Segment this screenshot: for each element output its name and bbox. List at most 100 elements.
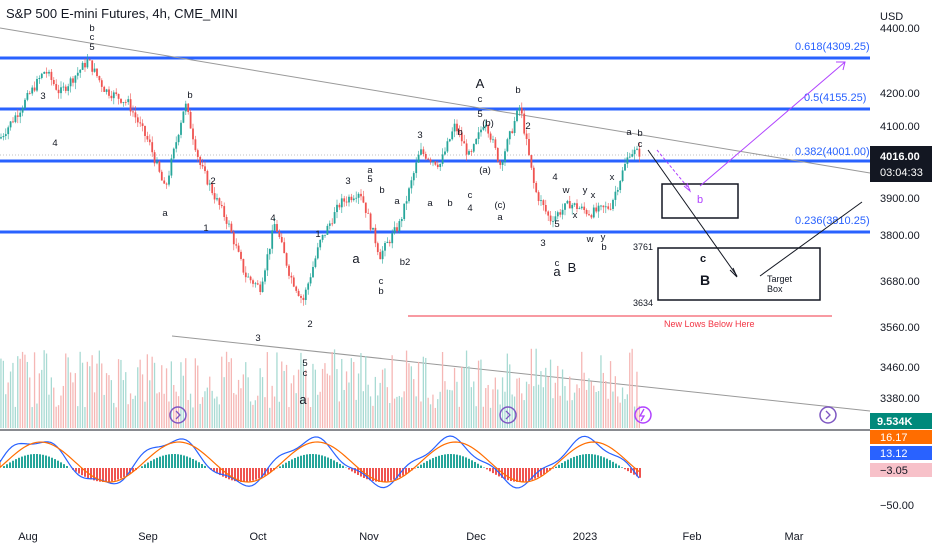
- volume-bar: [545, 367, 547, 428]
- candle-body: [540, 200, 542, 202]
- osc-histogram-bar: [270, 468, 272, 473]
- candle-body: [228, 223, 230, 225]
- candle-body: [427, 158, 430, 160]
- upper-trendline[interactable]: [0, 27, 871, 174]
- volume-bar: [276, 352, 278, 428]
- wave-label: a: [299, 392, 307, 407]
- lightning-icon[interactable]: [634, 406, 652, 424]
- volume-bar: [79, 351, 81, 428]
- candle-body: [72, 78, 74, 83]
- osc-histogram-bar: [243, 468, 245, 482]
- candle-body: [297, 290, 300, 296]
- osc-histogram-bar: [516, 468, 518, 482]
- candle-body: [79, 69, 82, 73]
- candle-body: [364, 202, 367, 213]
- arrow-down-path[interactable]: [647, 149, 738, 277]
- volume-value: 9.534K: [877, 416, 913, 428]
- osc-histogram-bar: [609, 460, 611, 468]
- osc-histogram-bar: [333, 460, 335, 468]
- osc-histogram-bar: [639, 468, 641, 478]
- replay-icon-2[interactable]: [499, 406, 517, 424]
- arrow-up-path[interactable]: [759, 201, 863, 277]
- osc-histogram-bar: [57, 460, 59, 468]
- volume-bar: [17, 356, 19, 428]
- volume-bar: [77, 406, 79, 428]
- osc-histogram-bar: [78, 468, 80, 474]
- replay-icon-1[interactable]: [169, 406, 187, 424]
- candle-body: [384, 242, 386, 251]
- osc-histogram-bar: [582, 454, 584, 468]
- candle-body: [26, 92, 29, 100]
- candle-body: [261, 281, 264, 293]
- x-axis[interactable]: Aug Sep Oct Nov Dec 2023 Feb Mar: [18, 531, 804, 543]
- volume-bar: [501, 377, 504, 428]
- fib-label-382: 0.382(4001.00): [795, 146, 870, 158]
- purple-up-path[interactable]: [699, 61, 846, 187]
- volume-bar: [401, 397, 403, 428]
- osc-histogram-bar: [9, 462, 11, 468]
- candle-body: [55, 84, 58, 90]
- candle-body: [585, 209, 588, 215]
- volume-bar: [384, 368, 386, 428]
- lower-trendline[interactable]: [171, 335, 871, 412]
- osc-tag-3: [870, 463, 932, 477]
- volume-bar: [21, 351, 24, 428]
- candle-body: [415, 162, 418, 174]
- volume-bar: [513, 396, 516, 428]
- purple-down-path[interactable]: [656, 149, 691, 191]
- candle-body: [520, 107, 523, 114]
- volume-bar: [597, 391, 600, 428]
- candle-body: [76, 72, 79, 76]
- osc-histogram-bar: [459, 455, 461, 468]
- candle-body: [590, 215, 593, 218]
- candle-body: [439, 163, 442, 168]
- volume-bar: [261, 377, 264, 428]
- volume-bar: [24, 354, 26, 428]
- candle-body: [561, 209, 564, 215]
- candle-body: [499, 161, 502, 165]
- target-box[interactable]: [657, 247, 821, 301]
- volume-bar: [67, 357, 69, 428]
- volume-bar: [257, 395, 259, 428]
- candle-body: [218, 198, 221, 205]
- osc-histogram-bar: [234, 468, 236, 482]
- volume-bar: [357, 373, 360, 428]
- candle-body: [196, 150, 199, 157]
- volume-bar: [427, 397, 429, 428]
- purple-up-head: [836, 61, 846, 71]
- candle-body: [302, 297, 305, 301]
- candle-body: [494, 139, 497, 148]
- wave-label: b: [447, 198, 452, 209]
- candle-body: [132, 111, 134, 113]
- candle-body: [273, 224, 276, 231]
- osc-histogram-bar: [153, 459, 155, 468]
- osc-histogram-bar: [132, 468, 134, 472]
- wave-label: 5: [302, 358, 307, 369]
- candle-body: [453, 123, 456, 132]
- candle-body: [482, 127, 485, 130]
- replay-icon-3[interactable]: [819, 406, 837, 424]
- replay-icons: [169, 406, 837, 424]
- volume-bar: [149, 380, 151, 428]
- candle-body: [636, 148, 638, 150]
- candle-body: [460, 132, 463, 142]
- new-lows-label: New Lows Below Here: [664, 319, 755, 329]
- b-box[interactable]: [661, 183, 739, 219]
- candle-body: [456, 123, 458, 132]
- volume-bar: [285, 364, 288, 428]
- candle-body: [110, 95, 113, 99]
- wave-labels: bc534b2a141235ca3a5bcbb2aa3Ac5(b)b(a)c4(…: [40, 23, 642, 407]
- osc-histogram-bar: [438, 455, 440, 468]
- candle-body: [292, 277, 295, 287]
- level-3761: 3761: [633, 242, 653, 252]
- candle-body: [48, 71, 50, 74]
- osc-histogram-bar: [117, 468, 119, 480]
- volume-bar: [516, 378, 518, 428]
- candle-body: [120, 98, 122, 103]
- volume-bar: [165, 368, 168, 428]
- candle-body: [201, 165, 204, 167]
- candle-body: [290, 275, 293, 278]
- candle-body: [24, 99, 26, 109]
- candle-body: [158, 161, 161, 172]
